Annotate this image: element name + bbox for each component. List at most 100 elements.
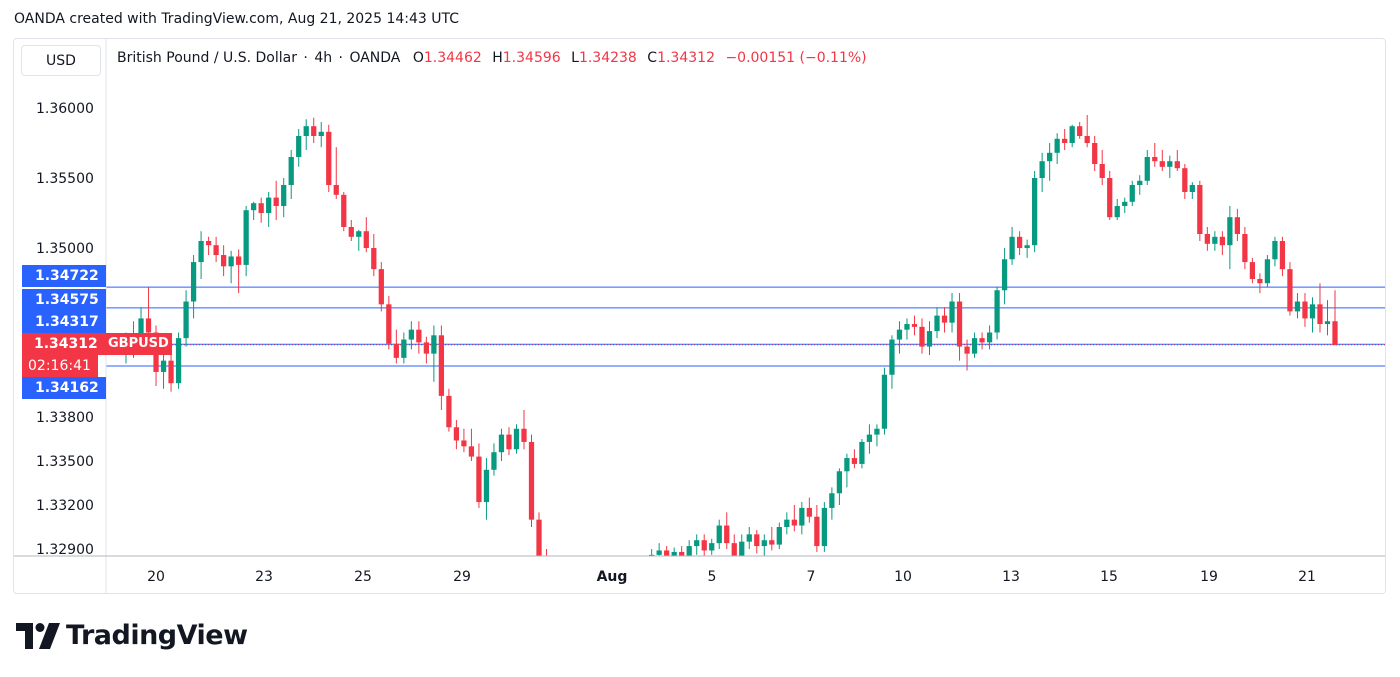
candle bbox=[1264, 255, 1271, 288]
candle-body bbox=[468, 446, 475, 457]
candle-body bbox=[904, 324, 910, 330]
candle bbox=[851, 449, 858, 469]
x-tick-label: 29 bbox=[453, 569, 471, 585]
candle-body bbox=[964, 346, 970, 354]
candle-body bbox=[769, 540, 775, 545]
candle bbox=[393, 329, 399, 364]
candle-body bbox=[296, 136, 302, 157]
candle bbox=[281, 178, 287, 218]
last-price: 1.34312 bbox=[22, 333, 98, 355]
candle bbox=[1332, 290, 1338, 346]
candle-body bbox=[1272, 241, 1278, 260]
price-tag-3[interactable]: 1.34317 bbox=[22, 311, 106, 333]
candle-body bbox=[686, 546, 692, 556]
candle-body bbox=[168, 360, 174, 384]
candle bbox=[1016, 231, 1023, 256]
candle bbox=[1257, 273, 1263, 294]
price-tag-1[interactable]: 1.34722 bbox=[22, 265, 106, 287]
candle-body bbox=[175, 338, 182, 384]
legend-high: 1.34596 bbox=[502, 50, 561, 66]
price-tag-2[interactable]: 1.34575 bbox=[22, 289, 106, 311]
candle-body bbox=[1189, 185, 1195, 192]
candle-body bbox=[874, 428, 880, 435]
candle bbox=[724, 512, 730, 549]
candle-body bbox=[311, 126, 317, 136]
candle bbox=[476, 443, 482, 508]
candle bbox=[1294, 293, 1301, 319]
candle bbox=[251, 201, 257, 220]
candle bbox=[205, 236, 212, 256]
candle bbox=[889, 335, 895, 389]
candle-body bbox=[934, 315, 940, 332]
legend-close-label: C bbox=[647, 50, 658, 66]
candle-body bbox=[739, 541, 745, 556]
candle-body bbox=[513, 428, 520, 450]
candle-body bbox=[709, 543, 715, 551]
x-tick-label: 5 bbox=[708, 569, 717, 585]
candle-body bbox=[1302, 301, 1308, 319]
candle-body bbox=[851, 458, 858, 464]
candle bbox=[446, 388, 452, 432]
candle-body bbox=[694, 540, 700, 547]
candle bbox=[1114, 199, 1120, 220]
candle-body bbox=[408, 329, 414, 340]
candle-body bbox=[754, 534, 760, 547]
candle-body bbox=[701, 540, 707, 551]
price-tag-4[interactable]: 1.34162 bbox=[22, 377, 106, 399]
candle-body bbox=[1212, 236, 1218, 244]
candle bbox=[821, 502, 827, 552]
candle-body bbox=[1152, 157, 1158, 162]
x-tick-label: 20 bbox=[147, 569, 165, 585]
legend-low: 1.34238 bbox=[578, 50, 637, 66]
candle-body bbox=[1204, 234, 1210, 244]
candle-body bbox=[266, 197, 272, 213]
last-symbol: GBPUSD bbox=[98, 333, 172, 355]
candle-body bbox=[476, 456, 482, 503]
candle-body bbox=[1159, 161, 1165, 167]
candlestick-chart[interactable]: 1.36000 1.35500 1.35000 1.33800 1.33500 1.332… bbox=[14, 39, 1386, 594]
candle bbox=[1227, 206, 1233, 270]
candle-body bbox=[844, 458, 850, 472]
candle-body bbox=[814, 516, 820, 547]
legend-close: 1.34312 bbox=[657, 50, 715, 66]
candle bbox=[746, 527, 752, 549]
candle bbox=[1092, 136, 1098, 171]
candle bbox=[363, 217, 369, 253]
candle-body bbox=[341, 194, 347, 227]
candle-body bbox=[776, 527, 782, 545]
candle-body bbox=[446, 395, 452, 428]
candle-body bbox=[1257, 278, 1263, 284]
candle bbox=[1272, 236, 1278, 267]
candle bbox=[919, 318, 925, 354]
candle-body bbox=[1054, 138, 1060, 153]
candle bbox=[956, 293, 963, 361]
candle bbox=[288, 150, 294, 199]
candle-body bbox=[273, 197, 279, 206]
candle-body bbox=[1174, 161, 1180, 169]
candle bbox=[979, 332, 985, 350]
candle-body bbox=[1099, 164, 1105, 178]
candle bbox=[1084, 115, 1090, 148]
candle bbox=[881, 367, 888, 435]
candle-body bbox=[859, 441, 865, 464]
candle-body bbox=[258, 203, 264, 213]
candle bbox=[498, 428, 505, 461]
candle-body bbox=[371, 248, 377, 270]
candle-body bbox=[761, 540, 767, 547]
candle bbox=[423, 336, 430, 364]
y-tick-label: 1.33200 bbox=[36, 498, 94, 514]
y-tick-label: 1.35500 bbox=[36, 171, 94, 187]
brand[interactable]: TradingView bbox=[16, 620, 248, 651]
candle-body bbox=[160, 360, 167, 372]
candle-body bbox=[138, 318, 144, 347]
legend-change: −0.00151 (−0.11%) bbox=[725, 50, 867, 66]
candle bbox=[1001, 248, 1008, 305]
currency-button[interactable]: USD bbox=[21, 45, 101, 76]
candle bbox=[806, 497, 812, 523]
candle-body bbox=[1227, 217, 1233, 246]
legend-title: British Pound / U.S. Dollar bbox=[117, 50, 297, 66]
candle bbox=[243, 206, 249, 277]
chart-panel[interactable]: 1.36000 1.35500 1.35000 1.33800 1.33500 1.332… bbox=[13, 38, 1386, 594]
candle-body bbox=[649, 554, 655, 556]
candle-body bbox=[386, 304, 392, 344]
